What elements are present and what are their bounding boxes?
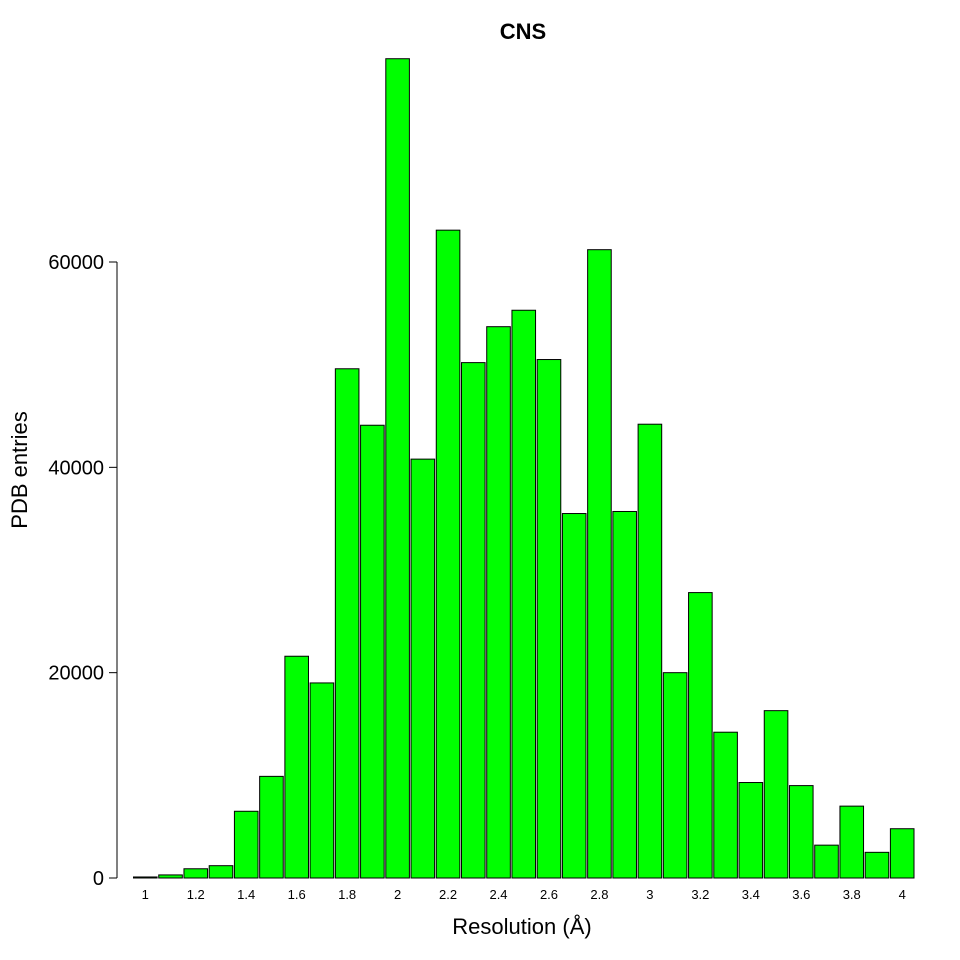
bars-group bbox=[133, 58, 915, 879]
x-tick-label: 4 bbox=[899, 887, 906, 902]
bar-1.5 bbox=[259, 775, 284, 879]
y-tick-label: 60000 bbox=[48, 252, 104, 274]
bar-3.4 bbox=[738, 782, 764, 879]
bar-1.8 bbox=[334, 368, 360, 879]
bar-1.2 bbox=[183, 868, 209, 879]
bar-4 bbox=[889, 828, 915, 879]
x-tick-label: 1 bbox=[142, 887, 149, 902]
x-tick-label: 1.8 bbox=[338, 887, 356, 902]
bar-2.3 bbox=[460, 362, 486, 879]
x-tick-label: 2.2 bbox=[439, 887, 457, 902]
bar-3.5 bbox=[763, 710, 789, 879]
x-tick-label: 2.4 bbox=[489, 887, 507, 902]
x-tick-label: 3.2 bbox=[691, 887, 709, 902]
y-tick-label: 40000 bbox=[48, 457, 104, 479]
bar-2.1 bbox=[410, 458, 436, 879]
bar-3.9 bbox=[864, 851, 890, 879]
bar-1 bbox=[133, 876, 158, 879]
x-tick-label: 1.2 bbox=[187, 887, 205, 902]
bar-2.9 bbox=[612, 510, 637, 879]
x-tick-label: 1.4 bbox=[237, 887, 255, 902]
bar-3.7 bbox=[814, 844, 839, 879]
y-axis-label: PDB entries bbox=[7, 411, 32, 528]
bar-3.1 bbox=[662, 672, 688, 879]
bar-2.7 bbox=[561, 513, 587, 879]
x-tick-label: 1.6 bbox=[288, 887, 306, 902]
y-tick-label: 20000 bbox=[48, 663, 104, 685]
bar-2.2 bbox=[435, 229, 461, 879]
x-tick-label: 3.4 bbox=[742, 887, 760, 902]
bar-2.8 bbox=[587, 249, 612, 879]
bar-2.5 bbox=[511, 309, 537, 879]
x-tick-label: 2 bbox=[394, 887, 401, 902]
bar-2 bbox=[385, 58, 410, 879]
bar-1.3 bbox=[208, 865, 234, 879]
bar-3.6 bbox=[788, 785, 814, 879]
x-axis-label: Resolution (Å) bbox=[452, 914, 591, 939]
bar-2.4 bbox=[486, 326, 511, 879]
x-axis: 1 1.2 1.4 1.6 1.8 2 2.2 2.4 2.6 2.8 3 3.2 3.4 3.6 3.8 4 bbox=[142, 887, 906, 902]
bar-1.7 bbox=[309, 682, 335, 879]
bar-3 bbox=[637, 423, 663, 879]
x-tick-label: 2.8 bbox=[590, 887, 608, 902]
bar-1.9 bbox=[360, 424, 385, 879]
x-tick-label: 2.6 bbox=[540, 887, 558, 902]
bar-1.4 bbox=[233, 810, 259, 879]
bar-3.3 bbox=[713, 731, 738, 879]
x-tick-label: 3.6 bbox=[792, 887, 810, 902]
bar-1.6 bbox=[284, 655, 309, 879]
bar-2.6 bbox=[536, 359, 562, 879]
y-tick-label: 0 bbox=[93, 868, 104, 890]
bar-3.2 bbox=[688, 592, 713, 879]
y-axis: 0 20000 40000 60000 bbox=[48, 252, 118, 890]
bar-1.1 bbox=[158, 874, 183, 879]
x-tick-label: 3 bbox=[646, 887, 653, 902]
chart-title: CNS bbox=[500, 19, 546, 44]
bar-3.8 bbox=[839, 805, 865, 879]
x-tick-label: 3.8 bbox=[843, 887, 861, 902]
